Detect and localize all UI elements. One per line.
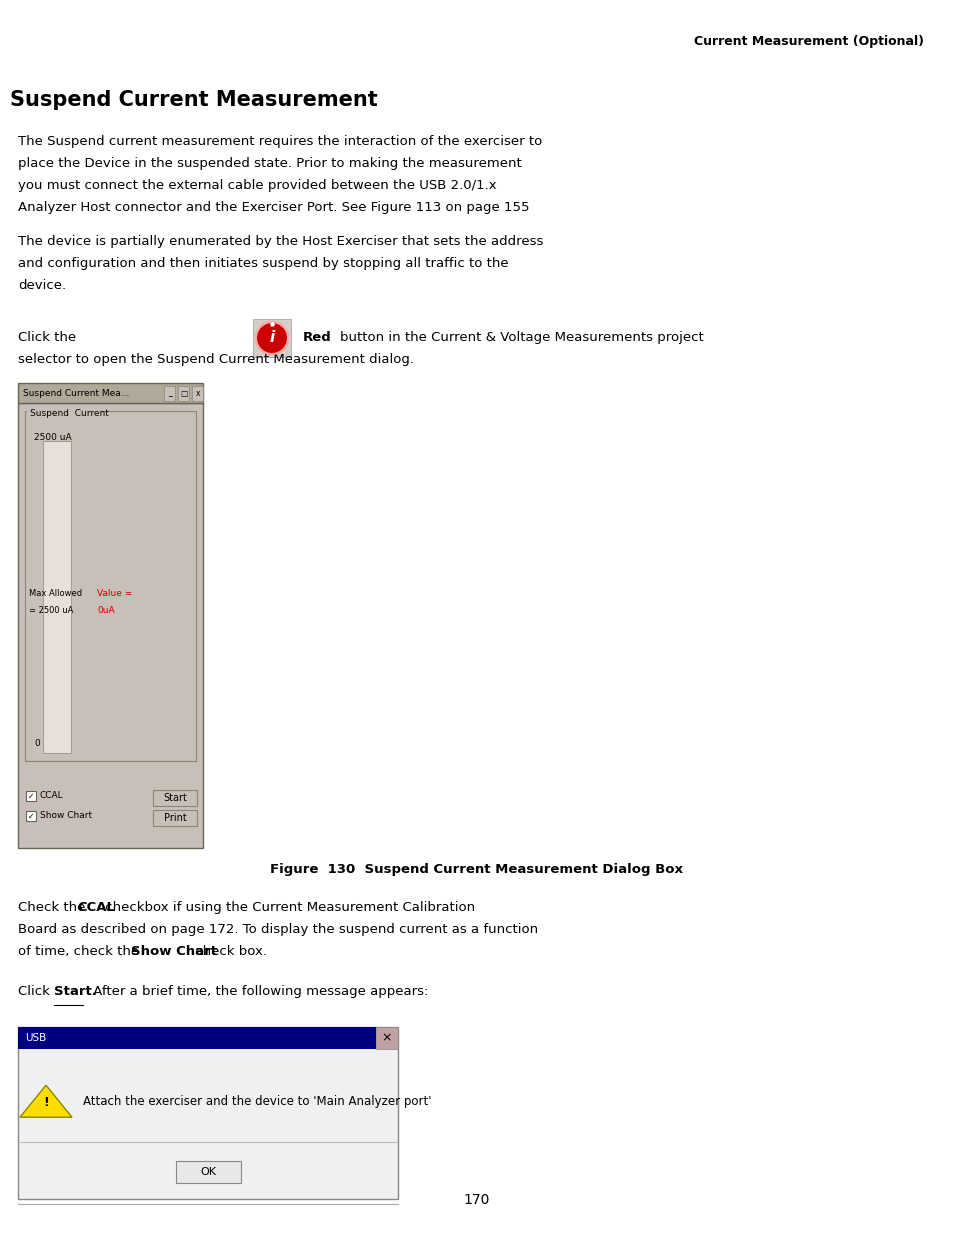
Text: Suspend  Current: Suspend Current: [30, 409, 109, 417]
Circle shape: [255, 322, 288, 354]
Text: and configuration and then initiates suspend by stopping all traffic to the: and configuration and then initiates sus…: [18, 257, 508, 270]
Text: After a brief time, the following message appears:: After a brief time, the following messag…: [90, 986, 428, 998]
Text: Value =: Value =: [97, 589, 132, 598]
FancyBboxPatch shape: [26, 811, 36, 821]
Text: Analyzer Host connector and the Exerciser Port. See Figure 113 on page 155: Analyzer Host connector and the Exercise…: [18, 201, 529, 214]
FancyBboxPatch shape: [152, 810, 196, 826]
Text: ✓: ✓: [28, 792, 34, 800]
FancyBboxPatch shape: [175, 1161, 240, 1183]
Text: Figure  130  Suspend Current Measurement Dialog Box: Figure 130 Suspend Current Measurement D…: [271, 863, 682, 876]
Text: Suspend Current Measurement: Suspend Current Measurement: [10, 90, 377, 110]
Text: of time, check the: of time, check the: [18, 945, 143, 958]
FancyBboxPatch shape: [164, 387, 174, 401]
Text: place the Device in the suspended state. Prior to making the measurement: place the Device in the suspended state.…: [18, 157, 521, 170]
Text: Attach the exerciser and the device to 'Main Analyzer port': Attach the exerciser and the device to '…: [83, 1095, 431, 1108]
Text: The device is partially enumerated by the Host Exerciser that sets the address: The device is partially enumerated by th…: [18, 235, 543, 248]
Text: checkbox if using the Current Measurement Calibration: checkbox if using the Current Measuremen…: [101, 902, 475, 914]
Text: Click: Click: [18, 986, 54, 998]
Text: button in the Current & Voltage Measurements project: button in the Current & Voltage Measurem…: [339, 331, 703, 345]
FancyBboxPatch shape: [192, 387, 203, 401]
Text: Click the: Click the: [18, 331, 76, 345]
FancyBboxPatch shape: [18, 403, 203, 848]
Text: 0: 0: [34, 739, 40, 748]
Text: _: _: [168, 389, 172, 398]
FancyBboxPatch shape: [43, 441, 71, 753]
Text: Red: Red: [303, 331, 332, 345]
Text: □: □: [180, 389, 188, 398]
Text: Start.: Start.: [53, 986, 96, 998]
Text: i: i: [269, 330, 274, 345]
Text: Suspend Current Mea...: Suspend Current Mea...: [23, 389, 130, 398]
FancyBboxPatch shape: [26, 790, 36, 802]
Text: = 2500 uA: = 2500 uA: [29, 605, 73, 615]
Text: Check the: Check the: [18, 902, 90, 914]
Text: Print: Print: [164, 813, 186, 823]
Text: 0uA: 0uA: [97, 605, 114, 615]
Text: Show Chart: Show Chart: [131, 945, 217, 958]
FancyBboxPatch shape: [178, 387, 189, 401]
Text: CCAL: CCAL: [77, 902, 115, 914]
Text: Max Allowed: Max Allowed: [29, 589, 82, 598]
FancyBboxPatch shape: [25, 411, 195, 761]
FancyBboxPatch shape: [152, 790, 196, 806]
Text: Current Measurement (Optional): Current Measurement (Optional): [693, 35, 923, 48]
Text: 170: 170: [463, 1193, 490, 1207]
Text: selector to open the Suspend Current Measurement dialog.: selector to open the Suspend Current Mea…: [18, 353, 414, 366]
Text: ×: ×: [381, 1031, 392, 1045]
Text: ✓: ✓: [28, 811, 34, 820]
Text: CCAL: CCAL: [40, 790, 64, 799]
FancyBboxPatch shape: [375, 1028, 397, 1049]
Text: The Suspend current measurement requires the interaction of the exerciser to: The Suspend current measurement requires…: [18, 135, 541, 148]
Text: Start: Start: [163, 793, 187, 803]
Text: device.: device.: [18, 279, 66, 291]
Text: check box.: check box.: [191, 945, 266, 958]
Text: 2500 uA: 2500 uA: [34, 433, 71, 442]
Text: you must connect the external cable provided between the USB 2.0/1.x: you must connect the external cable prov…: [18, 179, 497, 191]
FancyBboxPatch shape: [18, 1028, 375, 1049]
Text: x: x: [195, 389, 200, 398]
Text: USB: USB: [25, 1032, 46, 1044]
Text: OK: OK: [200, 1167, 215, 1177]
Polygon shape: [20, 1086, 71, 1118]
FancyBboxPatch shape: [18, 383, 203, 403]
Text: Board as described on page 172. To display the suspend current as a function: Board as described on page 172. To displ…: [18, 923, 537, 936]
Text: !: !: [43, 1095, 49, 1109]
Text: Show Chart: Show Chart: [40, 810, 92, 820]
FancyBboxPatch shape: [253, 319, 291, 357]
FancyBboxPatch shape: [18, 1028, 397, 1199]
